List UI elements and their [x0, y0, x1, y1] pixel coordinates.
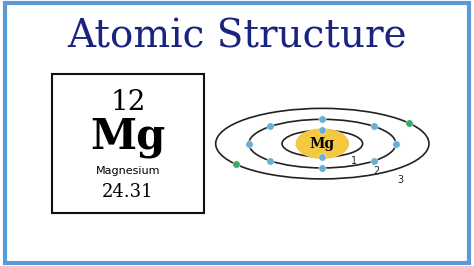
Point: [319, 128, 326, 132]
Text: 3: 3: [397, 175, 403, 185]
Text: 1: 1: [350, 156, 356, 166]
Point: [232, 162, 240, 167]
Point: [266, 124, 274, 128]
Text: 12: 12: [110, 89, 146, 116]
Point: [371, 159, 378, 163]
Point: [319, 166, 326, 170]
Point: [319, 117, 326, 122]
Text: Mg: Mg: [91, 116, 165, 158]
Text: 2: 2: [374, 165, 380, 176]
Point: [245, 142, 253, 146]
Point: [266, 159, 274, 163]
Point: [392, 142, 400, 146]
Text: Mg: Mg: [310, 137, 335, 151]
Text: 24.31: 24.31: [102, 183, 154, 201]
Point: [371, 124, 378, 128]
Bar: [52, 74, 204, 213]
Point: [319, 155, 326, 159]
Text: Magnesium: Magnesium: [96, 166, 160, 176]
Point: [405, 121, 412, 125]
Circle shape: [296, 129, 348, 158]
Text: Atomic Structure: Atomic Structure: [67, 19, 407, 56]
